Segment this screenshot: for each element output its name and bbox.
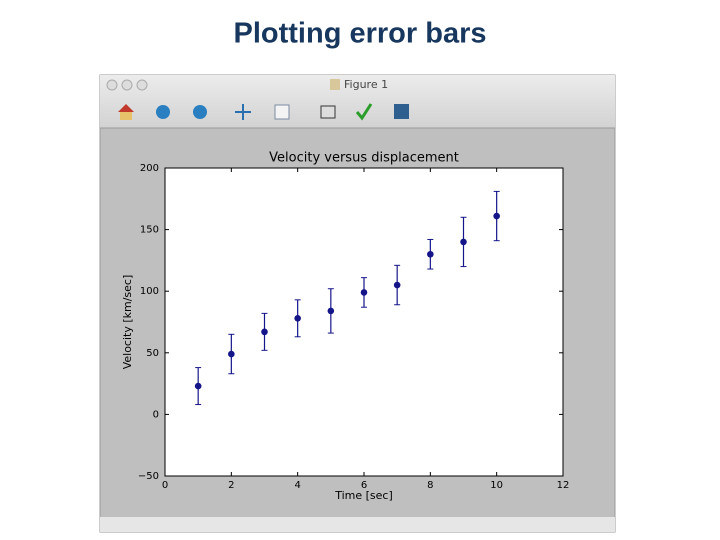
point [294, 315, 301, 322]
point [327, 307, 335, 315]
window-title: Figure 1 [344, 78, 388, 91]
y-tick-label: 0 [153, 409, 159, 420]
slide-title: Plotting error bars [234, 18, 487, 50]
customize-button[interactable] [355, 103, 373, 121]
pan-button[interactable] [235, 104, 251, 120]
x-tick-label: 0 [162, 480, 168, 491]
x-tick-label: 8 [427, 480, 433, 491]
chart-title: Velocity versus displacement [269, 151, 459, 166]
point [493, 212, 500, 220]
point [460, 238, 467, 246]
title-toolbar [100, 75, 615, 128]
point [427, 250, 434, 258]
x-tick-label: 4 [294, 480, 300, 491]
y-tick-label: 50 [146, 348, 159, 359]
minimize-button[interactable] [121, 79, 133, 91]
y-tick-label: −50 [138, 471, 159, 482]
y-tick-label: 150 [140, 225, 159, 236]
x-tick-label: 12 [557, 480, 570, 491]
point [228, 350, 235, 358]
x-tick-label: 2 [228, 480, 234, 491]
home-button[interactable] [118, 104, 134, 120]
point [360, 289, 368, 296]
zoom-rect-button[interactable] [274, 104, 290, 120]
x-axis-label: Time [sec] [334, 489, 393, 502]
point [261, 328, 268, 336]
y-tick-label: 100 [140, 286, 159, 297]
zoom-button[interactable] [136, 79, 148, 91]
back-button[interactable] [156, 105, 170, 119]
close-button[interactable] [106, 79, 118, 91]
point [393, 281, 401, 289]
window-icon [330, 79, 340, 90]
x-tick-label: 10 [490, 480, 503, 491]
status-bar [100, 517, 615, 532]
save-button[interactable] [394, 104, 409, 119]
x-tick-label: 6 [361, 480, 367, 491]
forward-button[interactable] [193, 105, 207, 119]
subplots-button[interactable] [320, 105, 336, 119]
y-axis-label: Velocity [km/sec] [121, 275, 134, 370]
plot-area [164, 167, 564, 477]
y-tick-label: 200 [140, 163, 159, 174]
toolbar [118, 103, 409, 121]
point [194, 382, 202, 390]
